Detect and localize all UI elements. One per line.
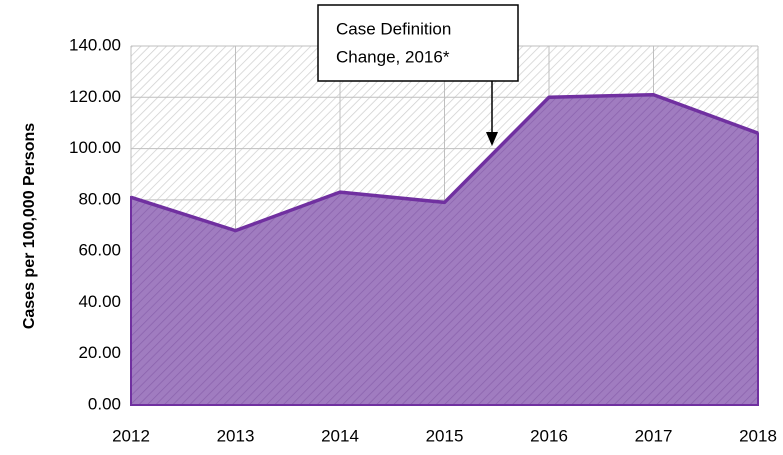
y-tick-label: 100.00	[69, 138, 121, 157]
y-tick-label: 40.00	[78, 292, 121, 311]
x-tick-label: 2016	[530, 426, 568, 445]
y-tick-label: 60.00	[78, 241, 121, 260]
annotation-text: Case Definition	[336, 19, 451, 38]
x-tick-label: 2018	[739, 426, 777, 445]
x-tick-label: 2012	[112, 426, 150, 445]
y-tick-label: 140.00	[69, 35, 121, 54]
line	[130, 92, 759, 233]
x-tick-label: 2017	[635, 426, 673, 445]
annotation-text: Change, 2016*	[336, 47, 450, 66]
x-tick-label: 2014	[321, 426, 359, 445]
annotation-box	[317, 4, 519, 82]
y-axis-label: Cases per 100,000 Persons	[21, 123, 38, 329]
x-tick-label: 2013	[217, 426, 255, 445]
annotation-arrowhead	[486, 132, 498, 146]
y-tick-label: 20.00	[78, 343, 121, 362]
y-tick-label: 120.00	[69, 87, 121, 106]
y-tick-label: 0.00	[88, 394, 121, 413]
y-tick-label: 80.00	[78, 189, 121, 208]
x-tick-label: 2015	[426, 426, 464, 445]
